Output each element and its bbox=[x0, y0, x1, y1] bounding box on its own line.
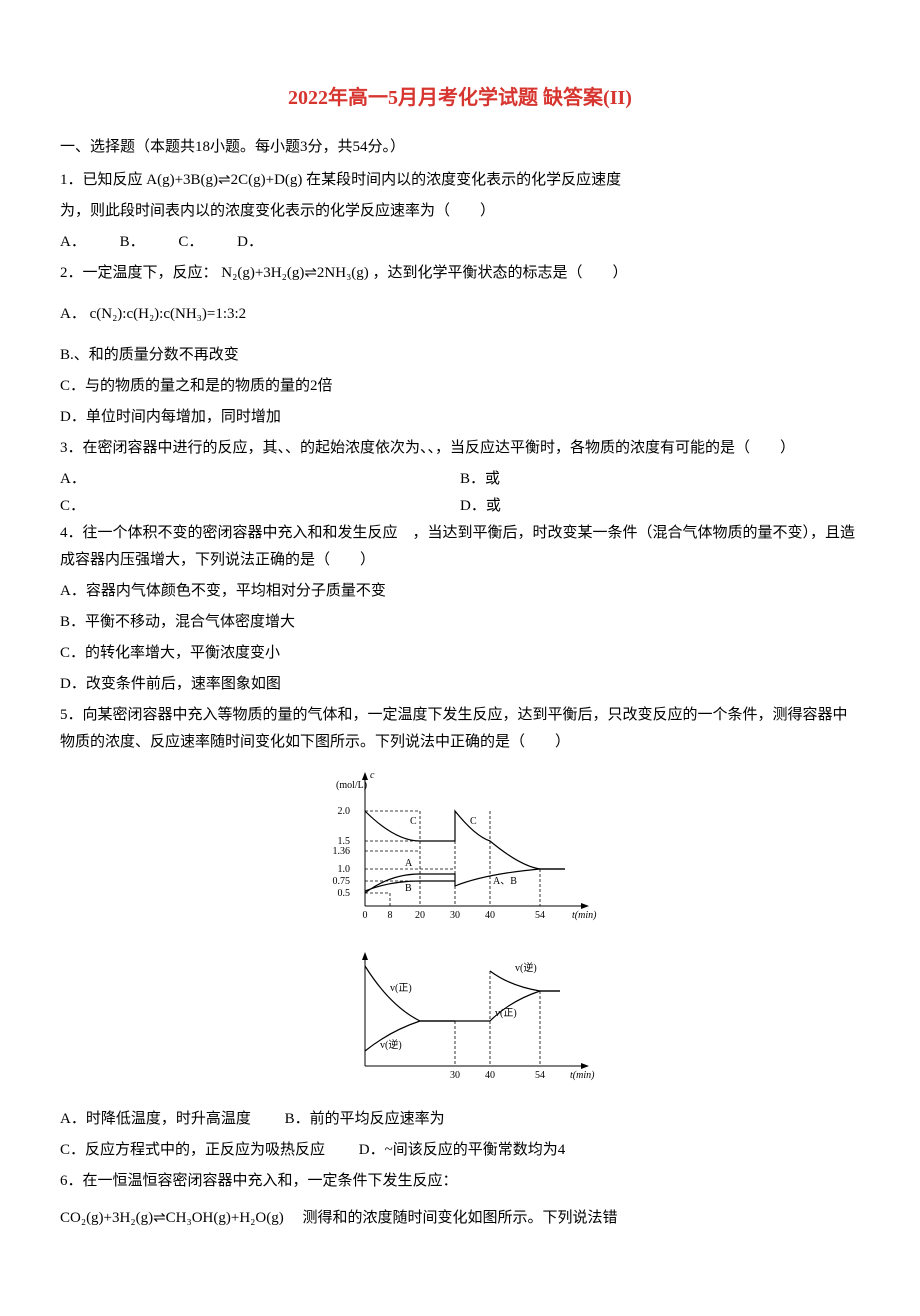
q3-opt-d: D．或 bbox=[460, 493, 860, 520]
q2-opt-a: A． c(N₂):c(H₂):c(NH₃)=1:3:2 bbox=[60, 301, 860, 328]
chart1-xt-2: 20 bbox=[415, 910, 425, 921]
question-4: 4．往一个体积不变的密闭容器中充入和和发生反应 ，当达到平衡后，时改变某一条件（… bbox=[60, 520, 860, 574]
chart1-xt-1: 8 bbox=[388, 910, 393, 921]
chart2-xt-2: 54 bbox=[535, 1070, 545, 1081]
q6-eq-line: CO₂(g)+3H₂(g)⇌CH₃OH(g)+H₂O(g) 测得和的浓度随时间变… bbox=[60, 1205, 860, 1232]
q3-options: A． B．或 C． D．或 bbox=[60, 466, 860, 520]
q5-options-line1: A．时降低温度，时升高温度 B．前的平均反应速率为 bbox=[60, 1106, 860, 1133]
chart2-xt-1: 40 bbox=[485, 1070, 495, 1081]
q2-stem-b: ，达到化学平衡状态的标志是（ ） bbox=[373, 265, 628, 281]
chart1-yt-3: 1.36 bbox=[333, 846, 351, 857]
chart1-xt-0: 0 bbox=[363, 910, 368, 921]
q5-opt-c: C．反应方程式中的，正反应为吸热反应 bbox=[60, 1142, 325, 1158]
q5-options-line2: C．反应方程式中的，正反应为吸热反应 D．~间该反应的平衡常数均为4 bbox=[60, 1137, 860, 1164]
q6-stem-b: 测得和的浓度随时间变化如图所示。下列说法错 bbox=[287, 1210, 617, 1226]
chart-concentration-time: c (mol/L) 0.5 0.75 1.0 1.36 1.5 2.0 0 8 … bbox=[60, 766, 860, 936]
chart1-ylabel: c bbox=[370, 770, 375, 781]
q4-opt-a: A．容器内气体颜色不变，平均相对分子质量不变 bbox=[60, 578, 860, 605]
q1-opt-b: B． bbox=[120, 229, 145, 256]
chart2-vf2: v(正) bbox=[495, 1008, 517, 1019]
chart1-xt-3: 30 bbox=[450, 910, 460, 921]
chart1-xlabel: t(min) bbox=[572, 910, 597, 921]
q1-equation: A(g)+3B(g)⇌2C(g)+D(g) bbox=[146, 172, 302, 188]
chart1-yunit: (mol/L) bbox=[336, 780, 367, 791]
q1-opt-c: C． bbox=[178, 229, 203, 256]
question-6: 6．在一恒温恒容密闭容器中充入和，一定条件下发生反应： bbox=[60, 1168, 860, 1195]
q1-stem-a: 1．已知反应 bbox=[60, 172, 143, 188]
page-title: 2022年高一5月月考化学试题 缺答案(II) bbox=[60, 80, 860, 116]
q1-stem-c: 为，则此段时间表内以的浓度变化表示的化学反应速率为（ ） bbox=[60, 198, 860, 225]
chart1-xt-4: 40 bbox=[485, 910, 495, 921]
q1-options: A． B． C． D． bbox=[60, 229, 860, 256]
question-2: 2．一定温度下，反应： N₂(g)+3H₂(g)⇌2NH₃(g) ，达到化学平衡… bbox=[60, 260, 860, 287]
q1-opt-a: A． bbox=[60, 229, 86, 256]
chart1-label-b1: B bbox=[405, 883, 412, 894]
chart1-label-c1: C bbox=[410, 816, 417, 827]
q3-opt-a: A． bbox=[60, 466, 460, 493]
chart2-xt-0: 30 bbox=[450, 1070, 460, 1081]
q4-opt-b: B．平衡不移动，混合气体密度增大 bbox=[60, 609, 860, 636]
q6-equation: CO₂(g)+3H₂(g)⇌CH₃OH(g)+H₂O(g) bbox=[60, 1210, 284, 1226]
question-3: 3．在密闭容器中进行的反应，其、、的起始浓度依次为、、，当反应达平衡时，各物质的… bbox=[60, 435, 860, 462]
chart2-vf1: v(正) bbox=[390, 983, 412, 994]
chart2-xlabel: t(min) bbox=[570, 1070, 595, 1081]
q5-opt-b: B．前的平均反应速率为 bbox=[285, 1111, 445, 1127]
question-1: 1．已知反应 A(g)+3B(g)⇌2C(g)+D(g) 在某段时间内以的浓度变… bbox=[60, 167, 860, 194]
section-heading: 一、选择题（本题共18小题。每小题3分，共54分。） bbox=[60, 134, 860, 161]
q4-opt-d: D．改变条件前后，速率图象如图 bbox=[60, 671, 860, 698]
question-5: 5．向某密闭容器中充入等物质的量的气体和，一定温度下发生反应，达到平衡后，只改变… bbox=[60, 702, 860, 756]
q2-opt-b: B.、和的质量分数不再改变 bbox=[60, 342, 860, 369]
q3-opt-c: C． bbox=[60, 493, 460, 520]
q2-opt-a-label: A． bbox=[60, 306, 86, 322]
chart1-label-ab: A、B bbox=[493, 876, 517, 887]
q1-stem-b: 在某段时间内以的浓度变化表示的化学反应速度 bbox=[306, 172, 621, 188]
chart1-yt-2: 1.0 bbox=[338, 864, 351, 875]
q3-opt-b: B．或 bbox=[460, 466, 860, 493]
chart2-vr2: v(逆) bbox=[515, 961, 537, 974]
q2-opt-c: C．与的物质的量之和是的物质的量的2倍 bbox=[60, 373, 860, 400]
q2-equation: N₂(g)+3H₂(g)⇌2NH₃(g) bbox=[221, 265, 369, 281]
chart1-yt-0: 0.5 bbox=[338, 888, 351, 899]
q2-opt-a-eq: c(N₂):c(H₂):c(NH₃)=1:3:2 bbox=[90, 306, 247, 322]
q2-stem-a: 2．一定温度下，反应： bbox=[60, 265, 218, 281]
q5-opt-a: A．时降低温度，时升高温度 bbox=[60, 1111, 251, 1127]
q2-opt-d: D．单位时间内每增加，同时增加 bbox=[60, 404, 860, 431]
chart1-label-c2: C bbox=[470, 816, 477, 827]
q5-opt-d: D．~间该反应的平衡常数均为4 bbox=[359, 1142, 565, 1158]
chart-rate-time: 30 40 54 t(min) v(正) v(逆) v(逆) v(正) bbox=[60, 946, 860, 1096]
chart1-yt-5: 2.0 bbox=[338, 806, 351, 817]
chart1-label-a1: A bbox=[405, 858, 413, 869]
chart2-vr1: v(逆) bbox=[380, 1038, 402, 1051]
chart1-xt-5: 54 bbox=[535, 910, 545, 921]
chart1-yt-1: 0.75 bbox=[333, 876, 351, 887]
q1-opt-d: D． bbox=[237, 229, 263, 256]
chart1-yt-4: 1.5 bbox=[338, 836, 351, 847]
q4-opt-c: C．的转化率增大，平衡浓度变小 bbox=[60, 640, 860, 667]
